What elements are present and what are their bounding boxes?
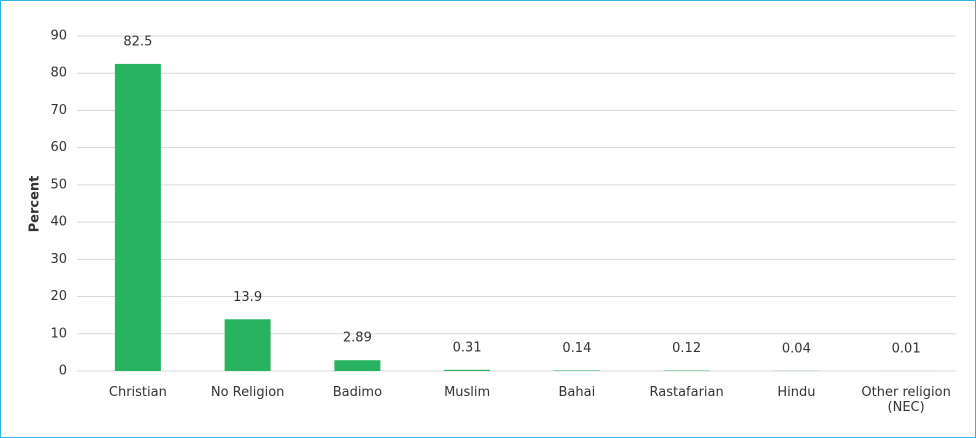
x-tick-label: Bahai: [558, 385, 596, 400]
x-tick-label: Other religion (NEC): [861, 385, 951, 415]
y-tick-label: 50: [50, 177, 67, 192]
y-tick-label: 0: [59, 364, 67, 379]
data-label: 82.5: [123, 34, 152, 49]
bar: [553, 370, 600, 371]
y-tick-label: 70: [50, 103, 67, 118]
data-label: 0.14: [562, 341, 591, 356]
bar: [444, 369, 491, 371]
y-axis-label: Percent: [28, 176, 43, 233]
x-tick-label: Badimo: [332, 385, 383, 400]
data-label: 2.89: [343, 331, 372, 346]
y-tick-label: 90: [50, 29, 67, 44]
data-label: 13.9: [233, 290, 262, 305]
x-tick-label: Muslim: [444, 385, 491, 400]
bar: [334, 360, 381, 371]
data-label: 0.04: [782, 341, 811, 356]
x-tick-label: Hindu: [777, 385, 816, 400]
y-tick-label: 20: [50, 289, 67, 304]
y-tick-label: 10: [50, 326, 67, 341]
bar: [114, 63, 161, 372]
y-tick-label: 30: [50, 252, 67, 267]
data-label: 0.12: [672, 341, 701, 356]
y-tick-label: 80: [50, 66, 67, 81]
bar: [224, 319, 271, 371]
x-tick-label: Rastafarian: [649, 385, 724, 400]
data-label: 0.01: [892, 341, 921, 356]
x-tick-label: Christian: [108, 385, 167, 400]
x-tick-label: No Religion: [210, 385, 285, 400]
y-tick-label: 60: [50, 140, 67, 155]
y-tick-label: 40: [50, 215, 67, 230]
data-label: 0.31: [453, 340, 482, 355]
